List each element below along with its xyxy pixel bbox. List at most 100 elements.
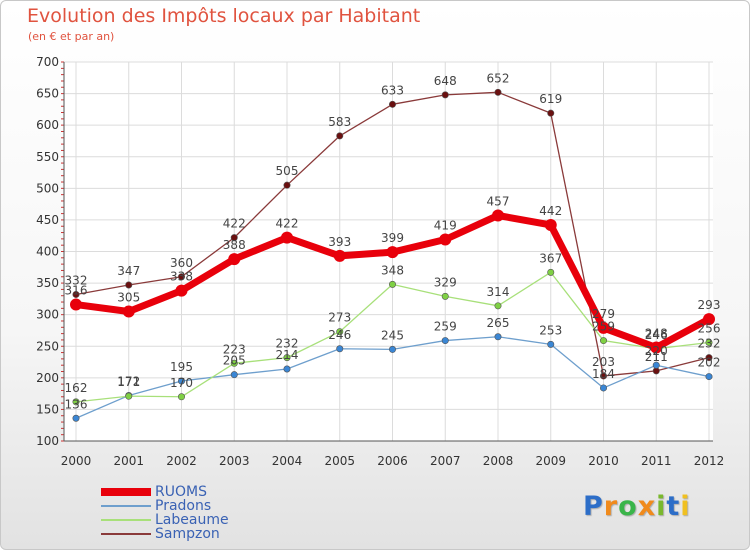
data-label-labeaume: 256 [698, 321, 721, 335]
legend-swatch [101, 519, 151, 521]
data-label-pradons: 214 [276, 348, 299, 362]
data-point-sampzon [283, 181, 291, 189]
legend-label: Labeaume [155, 512, 229, 528]
data-point-labeaume [441, 292, 449, 300]
x-tick-label: 2009 [535, 454, 566, 468]
x-tick-label: 2002 [166, 454, 197, 468]
data-label-pradons: 202 [698, 356, 721, 370]
data-label-labeaume: 314 [487, 285, 510, 299]
data-point-labeaume [547, 268, 555, 276]
data-point-ruoms [175, 284, 188, 297]
data-point-labeaume [494, 302, 502, 310]
data-label-labeaume: 162 [65, 381, 88, 395]
data-point-pradons [652, 361, 660, 369]
y-tick-label: 650 [36, 87, 59, 101]
data-label-pradons: 253 [539, 323, 562, 337]
data-label-sampzon: 203 [592, 355, 615, 369]
data-label-ruoms: 393 [328, 235, 351, 249]
data-point-sampzon [705, 354, 713, 362]
data-label-sampzon: 583 [328, 115, 351, 129]
data-label-pradons: 246 [328, 328, 351, 342]
data-labels: 316 305 338 388 422 393 399 419 457 442 279 248 293 1… [65, 71, 721, 411]
data-point-ruoms [544, 218, 557, 231]
data-label-labeaume: 273 [328, 311, 351, 325]
data-point-ruoms [650, 341, 663, 354]
chart-axes: 100 150 200 250 300 350 400 450 500 550 600 650 700 2… [36, 55, 724, 468]
y-tick-label: 450 [36, 213, 59, 227]
data-label-labeaume: 223 [223, 342, 246, 356]
data-point-ruoms [492, 209, 504, 222]
logo-letter: P [583, 491, 604, 522]
data-label-ruoms: 305 [117, 291, 140, 305]
x-tick-label: 2011 [641, 454, 672, 468]
data-point-labeaume [705, 338, 713, 346]
legend-label: Pradons [155, 498, 212, 514]
y-tick-label: 250 [36, 339, 59, 353]
data-point-ruoms [122, 305, 135, 318]
data-label-labeaume: 259 [592, 320, 615, 334]
data-label-ruoms: 419 [434, 218, 457, 232]
data-label-ruoms: 293 [698, 298, 721, 312]
chart-title: Evolution des Impôts locaux par Habitant [27, 5, 421, 27]
data-label-sampzon: 211 [645, 350, 668, 364]
y-tick-label: 200 [36, 371, 59, 385]
x-tick-label: 2012 [694, 454, 725, 468]
data-label-sampzon: 360 [170, 256, 193, 270]
data-point-pradons [178, 377, 186, 385]
data-point-sampzon [441, 91, 449, 99]
data-point-sampzon [72, 290, 80, 298]
data-label-sampzon: 652 [487, 71, 510, 85]
x-tick-label: 2007 [430, 454, 461, 468]
x-tick-label: 2005 [324, 454, 355, 468]
data-point-pradons [599, 384, 607, 392]
data-point-sampzon [336, 132, 344, 140]
data-point-sampzon [494, 88, 502, 96]
y-tick-label: 700 [36, 55, 59, 69]
legend-label: RUOMS [155, 484, 207, 500]
data-point-ruoms [333, 249, 346, 262]
data-point-pradons [72, 414, 80, 422]
logo-letter: i [656, 491, 667, 522]
data-point-labeaume [178, 393, 186, 401]
data-label-sampzon: 232 [698, 337, 721, 351]
legend-label: Sampzon [155, 526, 220, 542]
data-point-ruoms [439, 233, 452, 246]
y-tick-label: 550 [36, 150, 59, 164]
x-tick-label: 2006 [377, 454, 408, 468]
logo-letter: r [603, 491, 619, 522]
data-label-labeaume: 170 [170, 376, 193, 390]
data-label-labeaume: 329 [434, 275, 457, 289]
data-label-ruoms: 399 [381, 231, 404, 245]
data-point-pradons [230, 371, 238, 379]
data-point-sampzon [230, 234, 238, 242]
data-label-labeaume: 232 [276, 337, 299, 351]
data-point-labeaume [72, 398, 80, 406]
y-tick-label: 100 [36, 434, 59, 448]
data-label-labeaume: 246 [645, 328, 668, 342]
data-point-ruoms [703, 313, 715, 326]
data-label-labeaume: 348 [381, 263, 404, 277]
data-label-pradons: 184 [592, 367, 615, 381]
data-point-sampzon [599, 372, 607, 380]
legend-swatch [101, 505, 151, 507]
data-point-labeaume [388, 280, 396, 288]
x-tick-label: 2001 [113, 454, 144, 468]
data-label-labeaume: 367 [539, 251, 562, 265]
data-point-labeaume [283, 354, 291, 362]
data-point-labeaume [230, 359, 238, 367]
x-tick-label: 2003 [219, 454, 250, 468]
data-label-sampzon: 347 [117, 264, 140, 278]
y-tick-label: 350 [36, 276, 59, 290]
data-label-ruoms: 422 [276, 217, 299, 231]
data-point-sampzon [178, 273, 186, 281]
data-label-pradons: 172 [117, 375, 140, 389]
data-label-pradons: 265 [487, 316, 510, 330]
data-point-pradons [283, 365, 291, 373]
logo-letter: i [680, 491, 691, 522]
data-point-sampzon [388, 100, 396, 108]
data-label-sampzon: 505 [276, 164, 299, 178]
data-label-ruoms: 457 [487, 194, 510, 208]
data-label-pradons: 220 [645, 344, 668, 358]
y-tick-label: 300 [36, 308, 59, 322]
